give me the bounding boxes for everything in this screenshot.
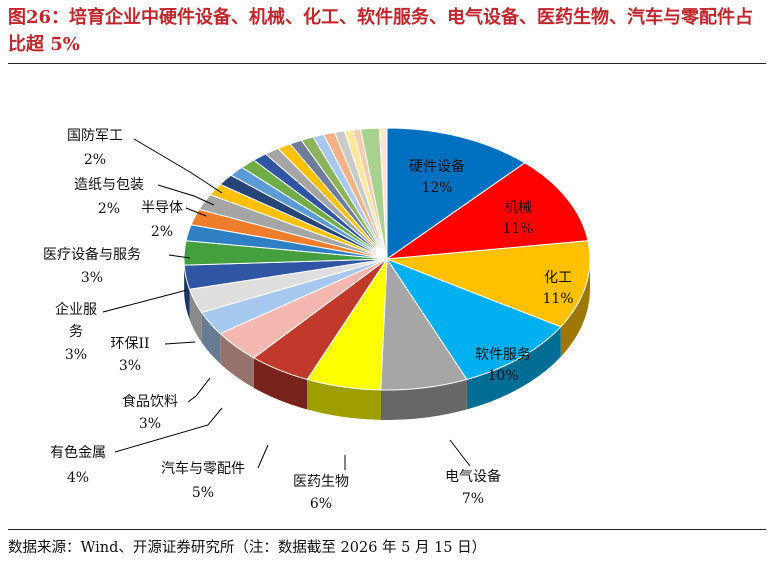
slice-label-3: 软件服务	[475, 347, 531, 363]
pie-slice-3	[385, 257, 562, 381]
figure-title: 图26：培育企业中硬件设备、机械、化工、软件服务、电气设备、医药生物、汽车与零配…	[8, 7, 754, 55]
slice-pct-6: 5%	[192, 485, 214, 501]
slice-label-9: 环保II	[110, 336, 149, 352]
slice-pct-8: 3%	[139, 416, 161, 432]
slice-pct-10: 3%	[65, 347, 87, 363]
leader-line-11	[168, 254, 191, 259]
slice-label-12: 半导体	[141, 200, 183, 216]
pie-side-8	[201, 312, 221, 364]
leader-line-4	[449, 439, 471, 467]
leader-line-8	[187, 377, 211, 403]
slice-pct-12: 2%	[151, 224, 173, 240]
slice-pct-14: 2%	[84, 152, 106, 168]
slice-pct-3: 10%	[487, 368, 518, 384]
pie-slice-2	[386, 240, 591, 328]
leader-line-14	[133, 138, 223, 194]
pie-slice-1	[385, 162, 589, 260]
leader-line-7	[114, 407, 223, 453]
leader-line-13	[157, 184, 215, 206]
slice-pct-5: 6%	[310, 496, 332, 512]
pie-side-5	[307, 379, 381, 420]
slice-label-0: 硬件设备	[409, 158, 465, 175]
pie-slice-minor-30	[378, 127, 388, 260]
slice-label-2: 化工	[544, 270, 572, 286]
slice-pct-4: 7%	[462, 491, 484, 507]
pie-side-10	[184, 265, 190, 320]
slice-pct-1: 11%	[502, 221, 533, 237]
slice-label-8: 食品饮料	[122, 393, 178, 410]
slice-label-14: 国防军工	[67, 128, 123, 144]
leader-line-10	[102, 289, 188, 313]
pie-side-7	[220, 333, 254, 388]
leader-line-12	[185, 207, 207, 217]
slice-label-13: 造纸与包装	[74, 177, 144, 193]
pie-chart: 硬件设备 12% 机械 11% 化工 11% 软件服务 10% 电气设备 7% 医药生物 6% 汽车与零…	[43, 127, 591, 512]
leader-line-6	[257, 444, 269, 469]
pie-slice-0	[386, 127, 526, 260]
pie-side-9	[189, 289, 202, 343]
source-rule	[8, 529, 766, 530]
slice-label-6: 汽车与零配件	[161, 460, 245, 477]
slice-pct-11: 3%	[81, 270, 103, 286]
leader-line-9	[164, 341, 196, 345]
source-note: 数据来源：Wind、开源证券研究所（注：数据截至 2026 年 5 月 15 日…	[8, 540, 487, 556]
slice-pct-9: 3%	[119, 358, 141, 374]
pie-side-4	[380, 379, 467, 420]
title-rule	[8, 63, 766, 64]
slice-label-4: 电气设备	[445, 468, 501, 485]
slice-pct-2: 11%	[542, 291, 573, 307]
slice-label-10: 企业服务	[55, 301, 97, 340]
slice-pct-7: 4%	[67, 470, 89, 486]
slice-label-11: 医疗设备与服务	[43, 246, 141, 263]
slice-pct-0: 12%	[421, 180, 452, 196]
slice-label-7: 有色金属	[50, 444, 106, 461]
slice-label-1: 机械	[504, 200, 532, 216]
slice-label-5: 医药生物	[293, 474, 349, 490]
slice-pct-13: 2%	[98, 201, 120, 217]
pie-side-6	[253, 357, 308, 410]
